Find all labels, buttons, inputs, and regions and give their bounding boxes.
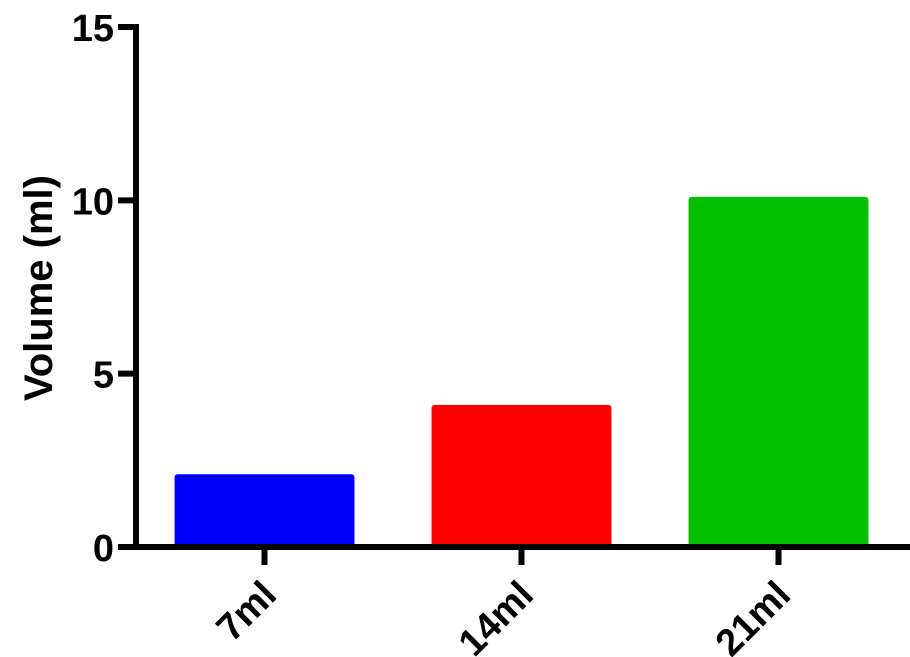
bar-21ml [688, 196, 869, 547]
x-ticks-layer: 7ml 14ml 21ml [209, 547, 799, 657]
bars-layer [174, 196, 869, 547]
x-tick-label-7ml: 7ml [209, 574, 285, 650]
y-tick-label-10: 10 [72, 181, 114, 223]
x-tick-label-21ml: 21ml [708, 574, 799, 657]
y-ticks-layer: 0 5 10 15 [72, 8, 136, 570]
bar-7ml [174, 474, 355, 547]
x-tick-label-14ml: 14ml [451, 574, 542, 657]
y-axis-title: Volume (ml) [17, 175, 61, 401]
y-tick-label-15: 15 [72, 8, 114, 50]
bar-14ml [431, 404, 612, 547]
y-tick-label-0: 0 [93, 528, 114, 570]
y-tick-label-5: 5 [93, 355, 114, 397]
